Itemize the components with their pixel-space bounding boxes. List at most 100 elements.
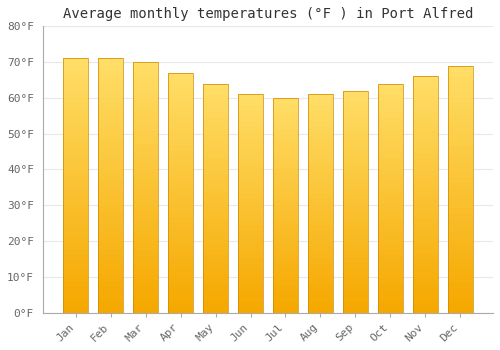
Bar bbox=[134, 288, 158, 294]
Bar bbox=[378, 244, 402, 250]
Bar bbox=[134, 106, 158, 112]
Bar bbox=[204, 147, 228, 152]
Bar bbox=[448, 257, 472, 263]
Bar bbox=[204, 118, 228, 124]
Bar bbox=[238, 236, 263, 242]
Bar bbox=[413, 301, 438, 307]
Bar bbox=[274, 243, 297, 248]
Bar bbox=[378, 267, 402, 273]
Bar bbox=[204, 244, 228, 250]
Bar bbox=[343, 180, 367, 185]
Bar bbox=[448, 251, 472, 257]
Bar bbox=[134, 144, 158, 150]
Bar bbox=[308, 225, 332, 231]
Bar bbox=[168, 307, 193, 313]
Bar bbox=[413, 153, 438, 159]
Bar bbox=[204, 204, 228, 210]
Bar bbox=[343, 168, 367, 174]
Bar bbox=[134, 269, 158, 275]
Bar bbox=[343, 246, 367, 252]
Bar bbox=[413, 82, 438, 88]
Bar bbox=[98, 306, 123, 313]
Bar bbox=[204, 307, 228, 313]
Bar bbox=[204, 124, 228, 130]
Bar bbox=[238, 247, 263, 253]
Bar bbox=[378, 152, 402, 158]
Bar bbox=[448, 109, 472, 115]
Bar bbox=[413, 230, 438, 236]
Bar bbox=[134, 62, 158, 313]
Bar bbox=[64, 192, 88, 198]
Bar bbox=[238, 176, 263, 182]
Bar bbox=[134, 244, 158, 250]
Bar bbox=[274, 146, 297, 152]
Bar bbox=[274, 248, 297, 254]
Bar bbox=[378, 135, 402, 141]
Bar bbox=[448, 134, 472, 140]
Bar bbox=[64, 243, 88, 249]
Bar bbox=[274, 259, 297, 264]
Bar bbox=[64, 249, 88, 256]
Bar bbox=[308, 176, 332, 182]
Bar bbox=[98, 78, 123, 84]
Bar bbox=[64, 154, 88, 160]
Title: Average monthly temperatures (°F ) in Port Alfred: Average monthly temperatures (°F ) in Po… bbox=[63, 7, 473, 21]
Bar bbox=[98, 109, 123, 116]
Bar bbox=[413, 218, 438, 224]
Bar bbox=[343, 279, 367, 285]
Bar bbox=[134, 200, 158, 206]
Bar bbox=[134, 137, 158, 144]
Bar bbox=[274, 286, 297, 291]
Bar bbox=[378, 307, 402, 313]
Bar bbox=[343, 118, 367, 124]
Bar bbox=[274, 108, 297, 114]
Bar bbox=[64, 109, 88, 116]
Bar bbox=[343, 263, 367, 268]
Bar bbox=[274, 296, 297, 302]
Bar bbox=[64, 256, 88, 262]
Bar bbox=[308, 116, 332, 121]
Bar bbox=[308, 285, 332, 291]
Bar bbox=[448, 183, 472, 189]
Bar bbox=[308, 187, 332, 192]
Bar bbox=[204, 193, 228, 198]
Bar bbox=[378, 204, 402, 210]
Bar bbox=[378, 169, 402, 175]
Bar bbox=[64, 224, 88, 230]
Bar bbox=[134, 68, 158, 75]
Bar bbox=[308, 247, 332, 253]
Bar bbox=[343, 135, 367, 141]
Bar bbox=[274, 275, 297, 280]
Bar bbox=[448, 220, 472, 226]
Bar bbox=[204, 84, 228, 313]
Bar bbox=[98, 268, 123, 274]
Bar bbox=[168, 265, 193, 271]
Bar bbox=[64, 167, 88, 173]
Bar bbox=[413, 100, 438, 106]
Bar bbox=[378, 187, 402, 193]
Bar bbox=[308, 193, 332, 198]
Bar bbox=[413, 141, 438, 147]
Bar bbox=[238, 127, 263, 133]
Bar bbox=[168, 127, 193, 133]
Bar bbox=[204, 198, 228, 204]
Bar bbox=[343, 113, 367, 118]
Bar bbox=[413, 124, 438, 130]
Bar bbox=[274, 152, 297, 157]
Bar bbox=[98, 230, 123, 236]
Bar bbox=[238, 187, 263, 192]
Bar bbox=[134, 219, 158, 225]
Bar bbox=[238, 193, 263, 198]
Bar bbox=[308, 253, 332, 258]
Bar bbox=[98, 179, 123, 186]
Bar bbox=[448, 146, 472, 152]
Bar bbox=[98, 116, 123, 122]
Bar bbox=[308, 94, 332, 313]
Bar bbox=[98, 192, 123, 198]
Bar bbox=[204, 295, 228, 301]
Bar bbox=[413, 88, 438, 94]
Bar bbox=[448, 103, 472, 109]
Bar bbox=[64, 103, 88, 109]
Bar bbox=[308, 280, 332, 285]
Bar bbox=[98, 274, 123, 281]
